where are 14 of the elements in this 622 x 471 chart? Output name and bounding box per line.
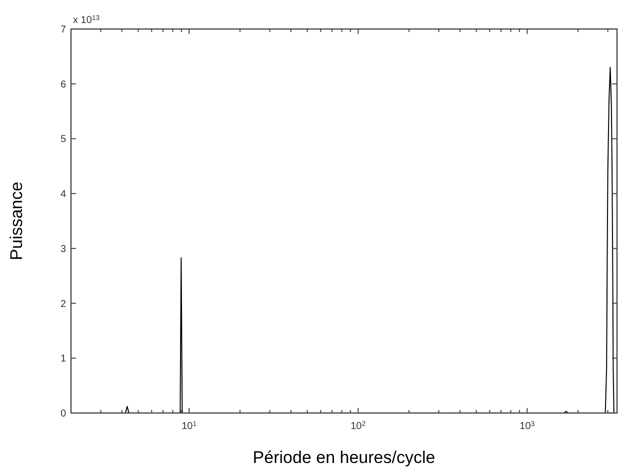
y-tick-label: 7 bbox=[60, 24, 66, 36]
x-tick-label: 10$^{1}$ bbox=[182, 420, 197, 432]
y-tick-label: 0 bbox=[60, 408, 66, 420]
y-tick-label: 6 bbox=[60, 79, 66, 90]
y-tick-label: 2 bbox=[60, 298, 66, 310]
x-tick-label: 10$^{3}$ bbox=[520, 420, 535, 432]
y-tick-label: 3 bbox=[60, 244, 66, 255]
y-tick-label: 4 bbox=[60, 189, 66, 200]
x-tick-label: 10$^{2}$ bbox=[350, 420, 366, 432]
text: x 10$^{13}$ bbox=[73, 14, 100, 26]
y-tick-label: 1 bbox=[60, 354, 66, 365]
x-axis-title: Période en heures/cycle bbox=[252, 448, 436, 467]
y-tick-label: 5 bbox=[60, 134, 66, 146]
y-axis-title: Puissance bbox=[7, 182, 26, 260]
